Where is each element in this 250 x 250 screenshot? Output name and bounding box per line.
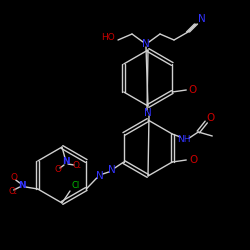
- Text: O: O: [8, 188, 15, 196]
- Text: O: O: [189, 155, 197, 165]
- Text: O: O: [54, 166, 62, 174]
- Text: Cl: Cl: [72, 182, 80, 190]
- Text: O: O: [72, 162, 80, 170]
- Text: N: N: [108, 165, 116, 175]
- Text: HO: HO: [101, 34, 115, 42]
- Text: N: N: [18, 180, 26, 190]
- Text: O: O: [188, 85, 196, 95]
- Text: -: -: [14, 190, 16, 198]
- Text: N: N: [144, 108, 152, 118]
- Text: O: O: [206, 113, 214, 123]
- Text: N: N: [142, 39, 150, 49]
- Text: N: N: [198, 14, 206, 24]
- Text: O: O: [10, 174, 17, 182]
- Text: N: N: [96, 171, 104, 181]
- Text: -: -: [78, 164, 80, 172]
- Text: N: N: [62, 158, 70, 166]
- Text: NH: NH: [178, 136, 191, 144]
